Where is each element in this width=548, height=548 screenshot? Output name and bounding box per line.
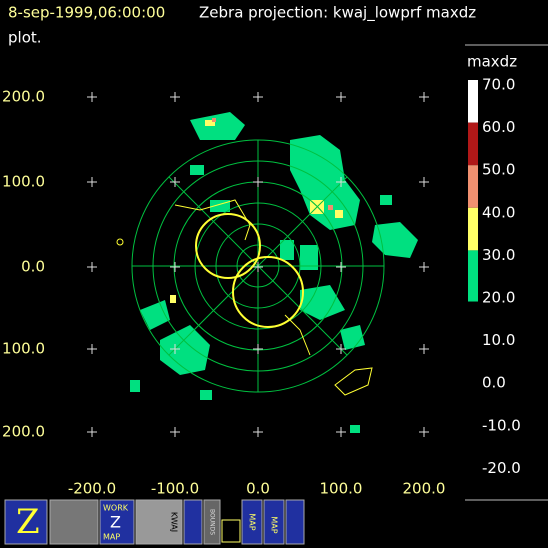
- echo-peaks: [212, 118, 333, 210]
- grid-cross: [253, 177, 263, 187]
- x-label: 100.0: [320, 480, 363, 498]
- colorbar-segment: [468, 207, 478, 251]
- title: Zebra projection: kwaj_lowprf maxdz: [199, 4, 476, 23]
- time-label: 8-sep-1999,06:00:00: [8, 4, 165, 22]
- grid-cross: [87, 344, 97, 354]
- map-button[interactable]: [263, 499, 285, 545]
- subtitle: plot.: [8, 29, 42, 47]
- bounds-button[interactable]: [203, 499, 221, 545]
- x-label: 0.0: [246, 480, 270, 498]
- button-label: WORK: [103, 504, 129, 513]
- grid-cross: [87, 262, 97, 272]
- grid-cross: [170, 344, 180, 354]
- grid-cross: [419, 92, 429, 102]
- toolbar: Z WORK Z MAP KWAJ BOUNDS MAP MAP: [4, 499, 305, 545]
- loop-button[interactable]: [285, 499, 305, 545]
- coastline: [195, 213, 304, 328]
- grid-cross: [253, 262, 263, 272]
- colorbar-label: 20.0: [482, 289, 515, 307]
- grid-cross: [253, 92, 263, 102]
- zebra-logo: Z: [16, 502, 40, 542]
- grid-cross: [87, 92, 97, 102]
- colorbar: 70.0 60.0 50.0 40.0 30.0 20.0 10.0 0.0 -10.0 -20.…: [468, 76, 521, 477]
- colorbar-label: 30.0: [482, 246, 515, 264]
- grid-cross: [419, 344, 429, 354]
- grid-cross: [170, 92, 180, 102]
- button-label: MAP: [103, 533, 120, 542]
- button-label: Z: [110, 513, 121, 532]
- grid-cross: [336, 427, 346, 437]
- colorbar-segment: [468, 80, 478, 123]
- grid-cross: [336, 262, 346, 272]
- colorbar-label: 0.0: [482, 374, 506, 392]
- colorbar-label: 50.0: [482, 161, 515, 179]
- x-label: 200.0: [403, 480, 446, 498]
- colorbar-segment: [468, 250, 478, 302]
- grid-cross: [170, 177, 180, 187]
- work-map-button[interactable]: [99, 499, 135, 545]
- colorbar-segment: [468, 165, 478, 208]
- button-label: BOUNDS: [209, 509, 216, 535]
- colorbar-label: 40.0: [482, 203, 515, 221]
- grid-cross: [253, 344, 263, 354]
- grid-cross: [336, 92, 346, 102]
- colorbar-segment: [468, 122, 478, 166]
- grid-cross: [336, 177, 346, 187]
- colorbar-title: maxdz: [467, 53, 517, 71]
- colorbar-label: 10.0: [482, 331, 515, 349]
- y-label: 200.0: [2, 423, 45, 441]
- x-label: -100.0: [151, 480, 199, 498]
- button-label: MAP: [248, 513, 257, 530]
- grid-cross: [170, 427, 180, 437]
- grid-cross: [87, 177, 97, 187]
- grid-cross: [170, 262, 180, 272]
- grid-button[interactable]: [221, 519, 241, 543]
- grid-cross: [87, 427, 97, 437]
- y-label: 100.0: [2, 173, 45, 191]
- grid-cross: [419, 427, 429, 437]
- kwaj-button[interactable]: [135, 499, 183, 545]
- y-label: 0.0: [21, 258, 45, 276]
- echoes: [130, 112, 418, 433]
- zebra-button[interactable]: [4, 499, 48, 545]
- grid-cross: [336, 344, 346, 354]
- grid-cross: [253, 427, 263, 437]
- image-button[interactable]: [49, 499, 99, 545]
- x-label: -200.0: [68, 480, 116, 498]
- grid-cross: [419, 262, 429, 272]
- rings-button[interactable]: [183, 499, 203, 545]
- y-label: 100.0: [2, 340, 45, 358]
- grid-cross: [419, 177, 429, 187]
- colorbar-label: 60.0: [482, 118, 515, 136]
- colorbar-label: -10.0: [482, 416, 521, 434]
- y-label: 200.0: [2, 88, 45, 106]
- button-label: MAP: [270, 516, 279, 533]
- button-label: KWAJ: [170, 512, 179, 532]
- map-button[interactable]: [241, 499, 263, 545]
- colorbar-label: 70.0: [482, 76, 515, 94]
- coastline: [116, 199, 373, 396]
- colorbar-label: -20.0: [482, 459, 521, 477]
